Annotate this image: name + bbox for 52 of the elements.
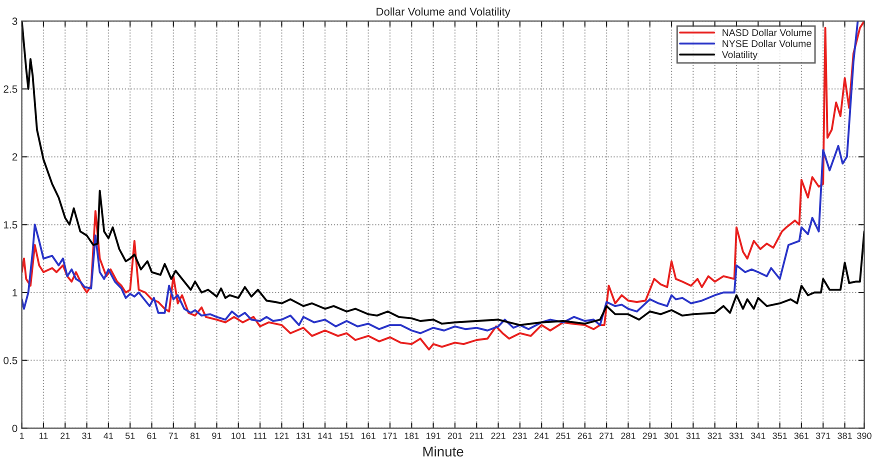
x-tick-label: 301 <box>664 432 679 440</box>
x-tick-label: 31 <box>82 432 92 440</box>
chart-title: Dollar Volume and Volatility <box>376 7 510 18</box>
x-tick-label: 201 <box>448 432 462 440</box>
y-tick-label: 0 <box>12 424 18 432</box>
x-tick-label: 271 <box>599 432 614 439</box>
x-tick-label: 221 <box>491 432 506 439</box>
x-axis-title: Minute <box>423 446 464 457</box>
y-tick-label: 2 <box>12 153 18 161</box>
x-tick-label: 351 <box>772 432 787 440</box>
x-tick-label: 101 <box>232 432 246 440</box>
x-tick-label: 171 <box>383 432 398 439</box>
x-tick-label: 151 <box>340 432 354 440</box>
x-tick-label: 21 <box>60 432 70 439</box>
y-tick-label: 3 <box>12 18 18 25</box>
legend-label: NASD Dollar Volume <box>722 28 812 36</box>
y-tick-label: 0.5 <box>4 356 18 364</box>
x-tick-label: 331 <box>729 432 744 440</box>
x-tick-label: 311 <box>686 432 700 440</box>
x-tick-label: 11 <box>39 432 48 439</box>
x-tick-label: 341 <box>750 432 766 440</box>
x-tick-label: 131 <box>296 432 310 440</box>
legend-label: NYSE Dollar Volume <box>722 40 812 48</box>
x-tick-label: 251 <box>556 432 570 440</box>
y-tick-label: 2.5 <box>4 85 18 93</box>
x-tick-label: 51 <box>125 432 135 440</box>
x-tick-label: 211 <box>470 432 484 439</box>
x-tick-label: 191 <box>426 432 440 440</box>
x-tick-label: 390 <box>857 432 872 440</box>
x-tick-label: 111 <box>254 432 266 439</box>
x-tick-label: 41 <box>104 432 114 439</box>
legend-label: Volatility <box>722 50 758 60</box>
x-tick-label: 361 <box>794 432 809 440</box>
y-tick-label: 1.5 <box>4 221 18 229</box>
x-tick-label: 371 <box>816 432 830 440</box>
x-tick-label: 1 <box>20 432 24 439</box>
x-tick-label: 381 <box>838 432 852 440</box>
x-tick-label: 71 <box>168 432 178 439</box>
x-tick-label: 231 <box>512 432 528 440</box>
x-tick-label: 81 <box>190 432 200 440</box>
x-tick-label: 61 <box>147 432 156 440</box>
x-tick-label: 291 <box>642 432 657 440</box>
x-tick-label: 321 <box>708 432 722 440</box>
y-tick-label: 1 <box>12 289 18 296</box>
x-tick-label: 281 <box>621 432 636 440</box>
x-tick-label: 241 <box>534 432 549 439</box>
x-tick-label: 141 <box>318 432 332 439</box>
x-tick-label: 181 <box>404 432 419 440</box>
x-tick-label: 261 <box>578 432 592 440</box>
x-tick-label: 161 <box>361 432 376 440</box>
x-tick-label: 91 <box>212 432 222 440</box>
x-tick-label: 121 <box>274 432 289 439</box>
